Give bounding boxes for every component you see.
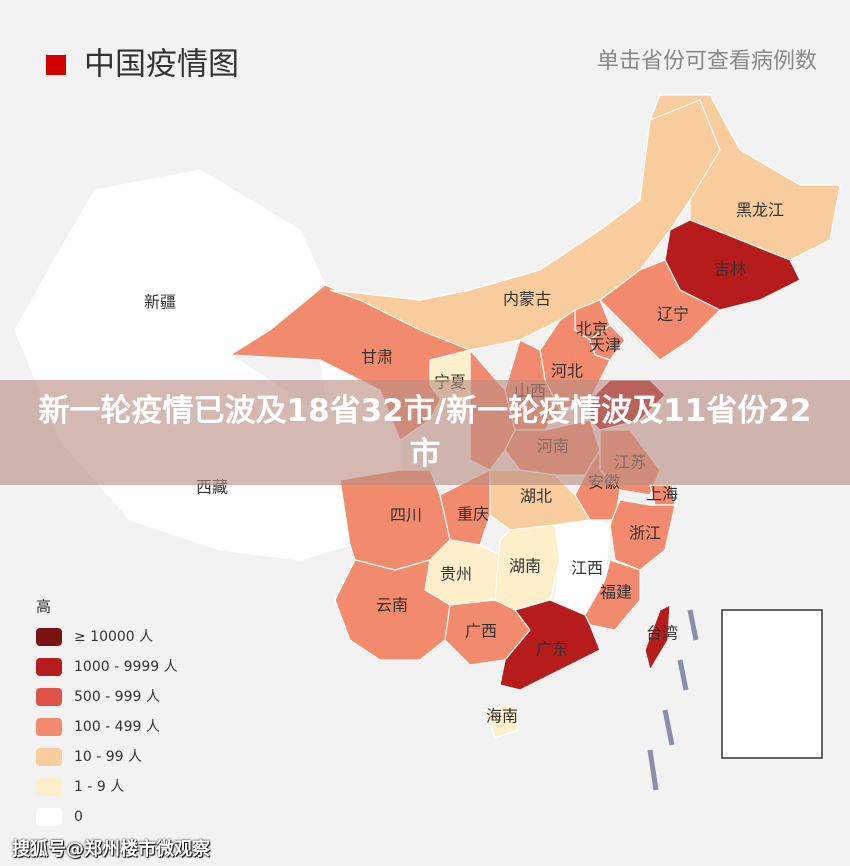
legend-swatch[interactable] [36, 628, 62, 646]
legend-swatch[interactable] [36, 778, 62, 796]
province-shape[interactable] [648, 94, 841, 261]
title: 中国疫情图 [84, 47, 239, 83]
legend-label: 1 - 9 人 [74, 779, 124, 795]
legend-label: 0 [74, 809, 83, 825]
province-shape[interactable] [584, 559, 641, 631]
province-label: 新疆 [144, 293, 176, 312]
legend-label: 1000 - 9999 人 [74, 659, 178, 675]
province-label: 吉林 [714, 260, 746, 279]
province-label: 湖北 [520, 487, 552, 506]
title-icon [46, 55, 66, 75]
province-label: 河北 [551, 362, 583, 381]
legend-label: 500 - 999 人 [74, 689, 160, 705]
legend-swatch[interactable] [36, 718, 62, 736]
inset-map [647, 609, 823, 791]
legend: 高 ≥ 10000 人 1000 - 9999 人 500 - 999 人 100 -… [36, 598, 178, 826]
legend-label: ≥ 10000 人 [74, 629, 153, 645]
legend-title: 高 [36, 598, 51, 616]
province-label: 江西 [571, 559, 603, 578]
legend-swatch[interactable] [36, 688, 62, 706]
province-label: 广西 [465, 622, 497, 641]
province-labels: 新疆西藏甘肃内蒙古黑龙江吉林辽宁北京天津河北宁夏山西河南江苏安徽上海湖北重庆四川… [144, 201, 784, 726]
province-label: 天津 [589, 336, 621, 355]
province-label: 重庆 [457, 505, 489, 524]
province-label: 台湾 [646, 624, 678, 643]
province-label: 浙江 [629, 524, 661, 543]
province-label: 湖南 [509, 557, 541, 576]
province-label: 甘肃 [361, 348, 393, 367]
province-label: 海南 [486, 707, 518, 726]
province-shape[interactable] [609, 499, 676, 571]
watermark: 搜狐号@郑州楼市微观察 [12, 839, 210, 860]
province-shape[interactable] [664, 219, 801, 311]
province-shape[interactable] [599, 259, 722, 361]
province-label: 四川 [390, 506, 422, 525]
province-shape[interactable] [484, 704, 519, 739]
banner-text: 新一轮疫情已波及18省32市/新一轮疫情波及11省份22市 [38, 392, 812, 472]
province-shape[interactable] [499, 599, 601, 691]
province-label: 内蒙古 [503, 290, 551, 309]
province-shape[interactable] [644, 604, 671, 672]
province-label: 云南 [376, 596, 408, 615]
legend-label: 100 - 499 人 [74, 719, 160, 735]
province-label: 福建 [600, 583, 632, 602]
province-label: 广东 [536, 640, 568, 659]
nine-dash [647, 609, 699, 791]
banner: 新一轮疫情已波及18省32市/新一轮疫情波及11省份22市 [0, 380, 850, 485]
legend-label: 10 - 99 人 [74, 749, 142, 765]
inset-frame [721, 609, 823, 759]
province-label: 北京 [576, 320, 608, 339]
province-label: 黑龙江 [736, 201, 784, 220]
legend-swatch[interactable] [36, 748, 62, 766]
hint: 单击省份可查看病例数 [597, 49, 817, 74]
province-label: 辽宁 [657, 305, 689, 324]
province-label: 贵州 [440, 565, 472, 584]
legend-swatch[interactable] [36, 658, 62, 676]
province-label: 上海 [646, 485, 678, 504]
legend-swatch[interactable] [36, 808, 62, 826]
